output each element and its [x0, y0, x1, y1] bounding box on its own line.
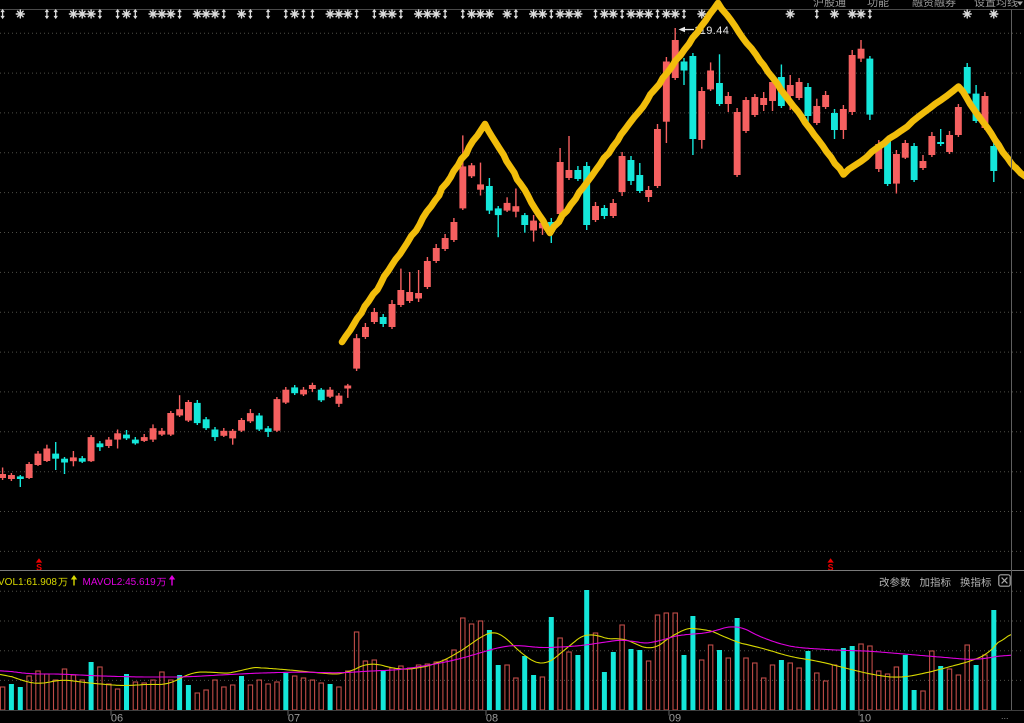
svg-text:S: S — [828, 563, 834, 573]
svg-text:VOL1:61.908: VOL1:61.908 — [0, 577, 57, 588]
svg-text:S: S — [36, 563, 42, 573]
svg-text:06: 06 — [111, 713, 123, 723]
svg-text:...: ... — [1001, 711, 1009, 721]
svg-text:07: 07 — [288, 713, 300, 723]
svg-text:10: 10 — [859, 713, 871, 723]
svg-text:MAVOL2:45.619: MAVOL2:45.619 — [83, 577, 157, 588]
svg-text:09: 09 — [669, 713, 681, 723]
svg-text:08: 08 — [486, 713, 498, 723]
